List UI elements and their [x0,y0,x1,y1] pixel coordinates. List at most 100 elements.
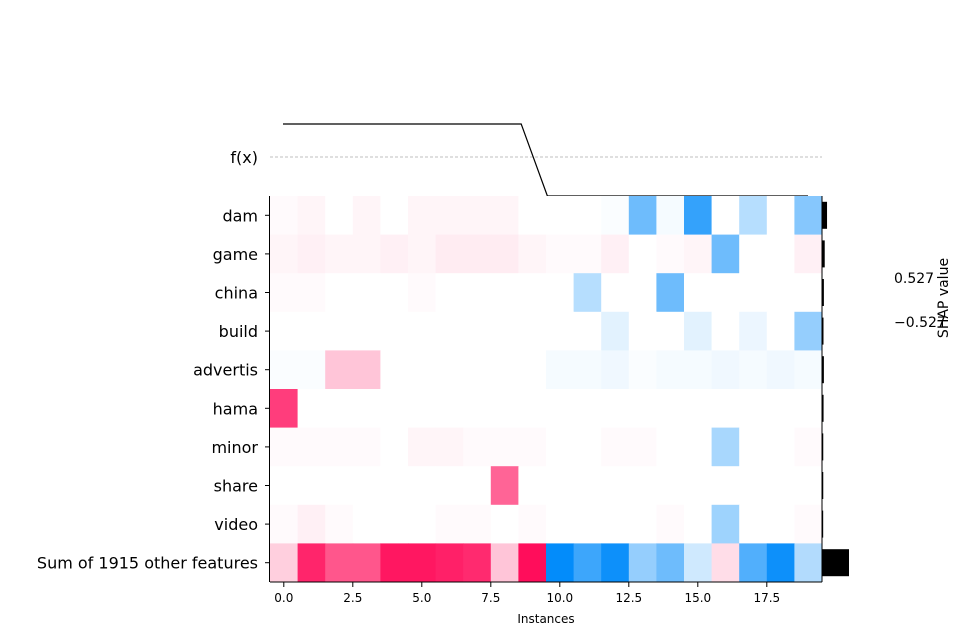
feature-label: build [219,322,258,341]
heatmap-cell [408,543,437,583]
heatmap-cell [766,504,795,544]
heatmap-cell [684,350,713,390]
heatmap-cell [463,196,492,236]
feature-label: game [213,245,258,264]
colorbar-high-label: 0.527 [894,271,934,287]
heatmap-cell [601,234,630,274]
importance-bar [822,510,824,538]
colorbar: 0.527 −0.527 SHAP value [894,258,952,338]
importance-bar [822,356,824,384]
heatmap-cell [573,427,602,467]
heatmap-cell [628,427,657,467]
heatmap-cell [352,311,381,351]
heatmap-cell [684,466,713,506]
feature-label: share [214,477,258,496]
heatmap-cell [270,234,299,274]
importance-bar [822,394,824,422]
heatmap-cell [270,466,299,506]
heatmap-cell [656,234,685,274]
heatmap-cell [573,466,602,506]
heatmap-cell [463,427,492,467]
heatmap-cell [546,504,575,544]
heatmap-cell [766,273,795,313]
importance-bar [822,472,824,499]
heatmap-cell [297,311,326,351]
heatmap-cell [297,234,326,274]
heatmap-cell [518,389,547,429]
heatmap-cell [601,504,630,544]
heatmap-cell [794,504,823,544]
heatmap-cell [463,543,492,583]
heatmap-cell [518,504,547,544]
heatmap-cell [325,196,354,236]
heatmap-cell [297,389,326,429]
heatmap-cell [684,273,713,313]
heatmap-cell [711,311,740,351]
heatmap-cell [628,350,657,390]
heatmap-cell [435,543,464,583]
heatmap-cell [546,427,575,467]
x-axis-label: Instances [517,612,574,626]
heatmap-cell [601,350,630,390]
heatmap-cell [573,273,602,313]
heatmap-cell [601,273,630,313]
heatmap-cell [352,234,381,274]
heatmap-cell [628,273,657,313]
feature-label: china [215,284,258,303]
heatmap-cell [546,466,575,506]
heatmap-cell [490,350,519,390]
heatmap-cell [518,350,547,390]
importance-bar [822,549,849,577]
heatmap-cell [739,273,768,313]
importance-bar [822,279,824,306]
heatmap-cell [380,504,409,544]
heatmap-cell [684,504,713,544]
importance-bar [822,240,825,268]
fx-panel: f(x) [230,123,822,197]
heatmap-cell [766,311,795,351]
heatmap-cell [656,311,685,351]
heatmap-cell [684,196,713,236]
heatmap-cell [656,389,685,429]
heatmap-cell [408,504,437,544]
heatmap-cell [711,504,740,544]
heatmap-cell [325,427,354,467]
heatmap-cell [656,273,685,313]
heatmap-cell [601,196,630,236]
importance-bar [822,433,824,461]
heatmap-cell [352,273,381,313]
heatmap-cell [490,466,519,506]
heatmap-cell [601,427,630,467]
x-tick-label: 0.0 [274,591,293,605]
heatmap-cell [270,196,299,236]
x-tick-label: 7.5 [481,591,500,605]
x-tick-label: 10.0 [546,591,573,605]
feature-labels: dam game china build advertis hama minor share v… [37,206,270,573]
heatmap-cell [435,427,464,467]
heatmap-cell [628,196,657,236]
heatmap-cell [518,466,547,506]
heatmap-cell [573,504,602,544]
heatmap-cell [325,504,354,544]
colorbar-low-label: −0.527 [894,315,946,331]
heatmap-cell [380,543,409,583]
heatmap-cell [435,196,464,236]
heatmap-cell [297,350,326,390]
feature-label: advertis [193,361,258,380]
heatmap-cell [463,389,492,429]
heatmap-cell [435,311,464,351]
heatmap-cell [601,389,630,429]
x-tick-label: 2.5 [343,591,362,605]
heatmap-cell [408,389,437,429]
heatmap-cell [601,543,630,583]
heatmap-cell [518,427,547,467]
heatmap-cell [573,350,602,390]
heatmap-cell [739,389,768,429]
heatmap-cell [297,273,326,313]
heatmap-cell [325,311,354,351]
heatmap-cell [684,543,713,583]
heatmap-cell [408,427,437,467]
heatmap-cell [546,234,575,274]
feature-importance-bars [822,201,849,577]
heatmap-cell [435,273,464,313]
